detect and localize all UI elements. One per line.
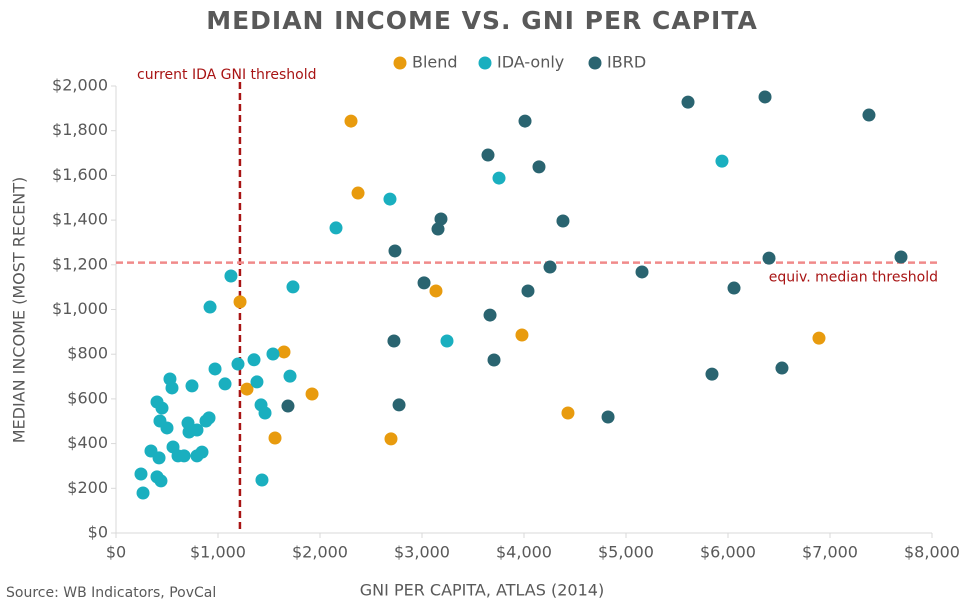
scatter-point	[483, 308, 497, 322]
scatter-point	[258, 406, 272, 420]
scatter-point	[492, 171, 506, 185]
scatter-point	[224, 269, 238, 283]
scatter-point	[440, 334, 454, 348]
scatter-point	[283, 369, 297, 383]
scatter-point	[515, 328, 529, 342]
y-axis-title: MEDIAN INCOME (MOST RECENT)	[10, 177, 29, 444]
scatter-point	[305, 387, 319, 401]
scatter-point	[383, 192, 397, 206]
legend-marker	[588, 56, 602, 70]
scatter-point	[281, 399, 295, 413]
y-tick-label: $1,600	[52, 165, 108, 184]
legend-marker	[393, 56, 407, 70]
scatter-point	[384, 432, 398, 446]
chart-title: MEDIAN INCOME VS. GNI PER CAPITA	[206, 6, 758, 35]
scatter-point	[556, 214, 570, 228]
scatter-point	[429, 284, 443, 298]
scatter-point	[208, 362, 222, 376]
y-tick-label: $400	[67, 433, 108, 452]
scatter-point	[247, 353, 261, 367]
x-axis-title: GNI PER CAPITA, ATLAS (2014)	[360, 581, 604, 600]
scatter-point	[417, 276, 431, 290]
scatter-point	[195, 445, 209, 459]
legend-label: Blend	[412, 53, 458, 72]
scatter-point	[561, 406, 575, 420]
scatter-point	[681, 95, 695, 109]
scatter-point	[481, 148, 495, 162]
legend-marker	[478, 56, 492, 70]
source-note: Source: WB Indicators, PovCal	[6, 585, 216, 601]
scatter-point	[177, 449, 191, 463]
scatter-point	[392, 398, 406, 412]
scatter-point	[185, 379, 199, 393]
scatter-point	[775, 361, 789, 375]
scatter-point	[351, 186, 365, 200]
scatter-point	[165, 381, 179, 395]
y-tick-label: $0	[88, 523, 108, 542]
y-tick-label: $1,000	[52, 299, 108, 318]
y-tick-label: $1,200	[52, 254, 108, 273]
scatter-point	[431, 222, 445, 236]
scatter-point	[268, 431, 282, 445]
scatter-point	[277, 345, 291, 359]
scatter-point	[758, 90, 772, 104]
scatter-point	[715, 154, 729, 168]
y-tick-label: $800	[67, 344, 108, 363]
scatter-point	[134, 467, 148, 481]
scatter-point	[344, 114, 358, 128]
reference-label: equiv. median threshold	[769, 270, 938, 286]
x-tick-label: $8,000	[904, 543, 960, 562]
x-tick-label: $0	[106, 543, 126, 562]
scatter-point	[266, 347, 280, 361]
y-tick-label: $600	[67, 388, 108, 407]
scatter-point	[532, 160, 546, 174]
scatter-point	[894, 250, 908, 264]
scatter-point	[152, 451, 166, 465]
scatter-point	[190, 423, 204, 437]
scatter-point	[434, 212, 448, 226]
scatter-point	[601, 410, 615, 424]
legend-label: IBRD	[607, 53, 646, 72]
legend-label: IDA-only	[497, 53, 564, 72]
scatter-point	[202, 411, 216, 425]
scatter-point	[240, 382, 254, 396]
x-tick-label: $4,000	[496, 543, 552, 562]
x-tick-label: $2,000	[292, 543, 348, 562]
scatter-point	[543, 260, 557, 274]
scatter-point	[487, 353, 501, 367]
y-tick-label: $200	[67, 478, 108, 497]
scatter-point	[136, 486, 150, 500]
x-tick-label: $5,000	[598, 543, 654, 562]
scatter-point	[521, 284, 535, 298]
x-tick-label: $1,000	[190, 543, 246, 562]
scatter-point	[286, 280, 300, 294]
scatter-point	[203, 300, 217, 314]
x-tick-label: $7,000	[802, 543, 858, 562]
scatter-point	[231, 357, 245, 371]
y-tick-label: $1,800	[52, 120, 108, 139]
scatter-point	[388, 244, 402, 258]
scatter-point	[387, 334, 401, 348]
y-tick-label: $1,400	[52, 210, 108, 229]
scatter-point	[635, 265, 649, 279]
scatter-point	[160, 421, 174, 435]
scatter-point	[218, 377, 232, 391]
scatter-point	[812, 331, 826, 345]
scatter-point	[518, 114, 532, 128]
scatter-point	[233, 295, 247, 309]
scatter-point	[862, 108, 876, 122]
scatter-point	[155, 401, 169, 415]
y-tick-label: $2,000	[52, 76, 108, 95]
x-tick-label: $3,000	[394, 543, 450, 562]
x-tick-label: $6,000	[700, 543, 756, 562]
reference-label: current IDA GNI threshold	[137, 67, 316, 83]
scatter-point	[705, 367, 719, 381]
scatter-point	[154, 474, 168, 488]
scatter-point	[329, 221, 343, 235]
scatter-point	[762, 251, 776, 265]
scatter-point	[255, 473, 269, 487]
scatter-point	[727, 281, 741, 295]
scatter-point	[250, 375, 264, 389]
